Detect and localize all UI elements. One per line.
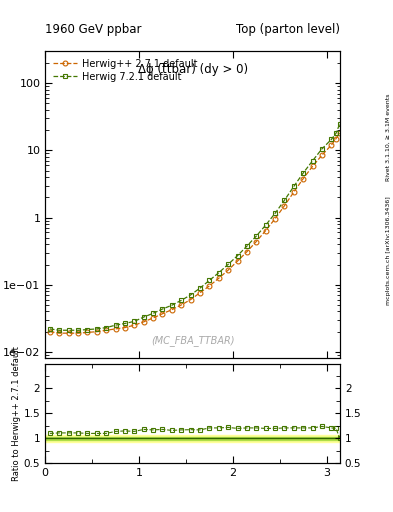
- Herwig++ 2.7.1 default: [113, 326, 118, 332]
- Herwig 7.2.1 default: [235, 252, 240, 259]
- Herwig++ 2.7.1 default: [263, 227, 268, 233]
- Herwig++ 2.7.1 default: [132, 322, 137, 328]
- Text: 1960 GeV ppbar: 1960 GeV ppbar: [45, 23, 142, 36]
- Herwig++ 2.7.1 default: [254, 239, 259, 245]
- Herwig 7.2.1 default: [244, 243, 249, 249]
- Herwig 7.2.1 default: [198, 285, 202, 291]
- Herwig++ 2.7.1 default: [207, 283, 212, 289]
- Herwig++ 2.7.1 default: [198, 290, 202, 296]
- Herwig 7.2.1 default: [160, 306, 165, 312]
- Line: Herwig 7.2.1 default: Herwig 7.2.1 default: [48, 121, 342, 333]
- Herwig++ 2.7.1 default: [338, 130, 342, 136]
- Herwig++ 2.7.1 default: [66, 330, 71, 336]
- Herwig++ 2.7.1 default: [292, 189, 296, 195]
- Herwig++ 2.7.1 default: [48, 329, 52, 335]
- Text: Top (parton level): Top (parton level): [236, 23, 340, 36]
- Herwig 7.2.1 default: [282, 197, 287, 203]
- Herwig++ 2.7.1 default: [320, 152, 324, 158]
- Herwig++ 2.7.1 default: [160, 311, 165, 317]
- Herwig 7.2.1 default: [310, 158, 315, 164]
- Bar: [45, 437, 340, 440]
- Herwig 7.2.1 default: [48, 326, 52, 332]
- Herwig 7.2.1 default: [113, 322, 118, 328]
- Herwig++ 2.7.1 default: [57, 330, 62, 336]
- Herwig++ 2.7.1 default: [141, 319, 146, 325]
- Herwig 7.2.1 default: [151, 310, 156, 316]
- Herwig++ 2.7.1 default: [94, 329, 99, 335]
- Herwig 7.2.1 default: [254, 233, 259, 239]
- Herwig 7.2.1 default: [66, 327, 71, 333]
- Herwig 7.2.1 default: [207, 278, 212, 284]
- Herwig++ 2.7.1 default: [76, 330, 81, 336]
- Herwig++ 2.7.1 default: [282, 203, 287, 209]
- Bar: [45, 435, 340, 442]
- Herwig++ 2.7.1 default: [179, 302, 184, 308]
- Herwig++ 2.7.1 default: [235, 258, 240, 264]
- Herwig 7.2.1 default: [123, 321, 127, 327]
- Herwig++ 2.7.1 default: [151, 315, 156, 321]
- Herwig 7.2.1 default: [132, 318, 137, 325]
- Herwig 7.2.1 default: [94, 326, 99, 332]
- Text: Rivet 3.1.10, ≥ 3.1M events: Rivet 3.1.10, ≥ 3.1M events: [386, 94, 391, 181]
- Herwig 7.2.1 default: [338, 121, 342, 127]
- Herwig 7.2.1 default: [334, 130, 338, 136]
- Herwig 7.2.1 default: [301, 170, 306, 176]
- Herwig 7.2.1 default: [217, 270, 221, 276]
- Herwig++ 2.7.1 default: [226, 267, 231, 273]
- Herwig 7.2.1 default: [292, 183, 296, 189]
- Text: Δϕ (t̅tbar) (dy > 0): Δϕ (t̅tbar) (dy > 0): [138, 63, 248, 76]
- Herwig++ 2.7.1 default: [85, 329, 90, 335]
- Herwig 7.2.1 default: [104, 325, 108, 331]
- Herwig++ 2.7.1 default: [273, 216, 277, 222]
- Herwig 7.2.1 default: [169, 302, 174, 308]
- Herwig++ 2.7.1 default: [188, 296, 193, 303]
- Y-axis label: Ratio to Herwig++ 2.7.1 default: Ratio to Herwig++ 2.7.1 default: [12, 346, 21, 481]
- Herwig++ 2.7.1 default: [104, 327, 108, 333]
- Herwig 7.2.1 default: [263, 222, 268, 228]
- Herwig++ 2.7.1 default: [301, 176, 306, 182]
- Herwig 7.2.1 default: [188, 292, 193, 298]
- Herwig++ 2.7.1 default: [334, 136, 338, 142]
- Herwig++ 2.7.1 default: [123, 325, 127, 331]
- Herwig 7.2.1 default: [329, 136, 334, 142]
- Herwig 7.2.1 default: [179, 297, 184, 304]
- Herwig++ 2.7.1 default: [244, 249, 249, 255]
- Text: (MC_FBA_TTBAR): (MC_FBA_TTBAR): [151, 335, 234, 346]
- Herwig 7.2.1 default: [320, 146, 324, 152]
- Herwig 7.2.1 default: [76, 327, 81, 333]
- Herwig++ 2.7.1 default: [217, 275, 221, 281]
- Herwig++ 2.7.1 default: [310, 163, 315, 169]
- Herwig 7.2.1 default: [226, 261, 231, 267]
- Herwig 7.2.1 default: [273, 210, 277, 217]
- Text: mcplots.cern.ch [arXiv:1306.3436]: mcplots.cern.ch [arXiv:1306.3436]: [386, 197, 391, 305]
- Herwig++ 2.7.1 default: [329, 142, 334, 148]
- Line: Herwig++ 2.7.1 default: Herwig++ 2.7.1 default: [48, 131, 342, 335]
- Herwig 7.2.1 default: [85, 327, 90, 333]
- Legend: Herwig++ 2.7.1 default, Herwig 7.2.1 default: Herwig++ 2.7.1 default, Herwig 7.2.1 def…: [50, 56, 200, 85]
- Herwig 7.2.1 default: [57, 327, 62, 333]
- Herwig 7.2.1 default: [141, 314, 146, 320]
- Herwig++ 2.7.1 default: [169, 307, 174, 313]
